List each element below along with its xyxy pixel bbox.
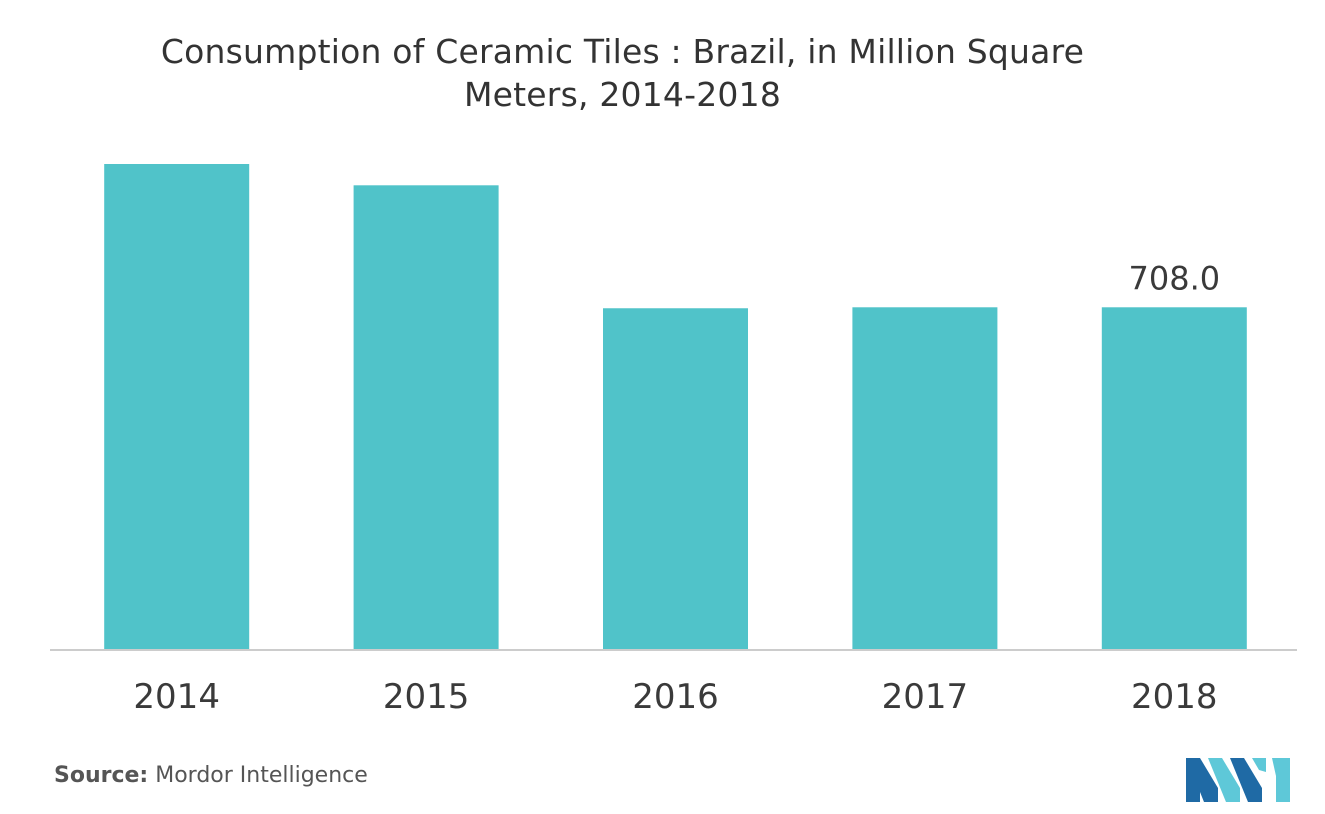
x-tick-label-2018: 2018 (1131, 677, 1218, 717)
source-text: Mordor Intelligence (148, 763, 368, 788)
x-tick-label-2016: 2016 (632, 677, 719, 717)
chart-title-line-2: Meters, 2014-2018 (463, 75, 782, 114)
bar-2014 (104, 164, 250, 650)
chart-title: Consumption of Ceramic Tiles : Brazil, i… (80, 30, 1165, 116)
bar-2017 (852, 307, 998, 650)
labels-layer: 2014 2015 2016 2017 2018 708.0 (133, 259, 1220, 717)
mordor-intelligence-logo-icon (1186, 758, 1290, 802)
x-tick-label-2017: 2017 (882, 677, 969, 717)
source-label: Source: (54, 763, 149, 788)
bars-layer (104, 164, 1247, 650)
source-line: Source: Mordor Intelligence (54, 763, 368, 788)
chart-title-line-1: Consumption of Ceramic Tiles : Brazil, i… (160, 32, 1085, 71)
x-tick-label-2015: 2015 (383, 677, 470, 717)
bar-2015 (353, 185, 499, 650)
bar-2016 (603, 308, 748, 650)
x-tick-label-2014: 2014 (133, 677, 220, 717)
bar-2018 (1101, 307, 1247, 650)
data-label-2018: 708.0 (1128, 259, 1220, 297)
